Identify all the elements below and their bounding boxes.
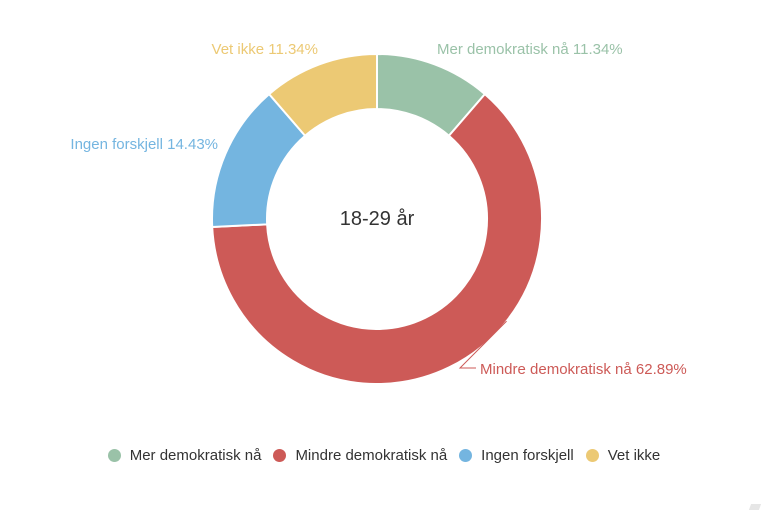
slices-group: [211, 52, 543, 385]
legend-marker: [585, 449, 599, 462]
slice-mindre-demokratisk[interactable]: [211, 92, 543, 385]
legend-label: Vet ikke: [607, 447, 661, 464]
center-label: 18-29 år: [340, 208, 415, 230]
slice-vet-ikke[interactable]: [267, 52, 378, 138]
legend-label: Mer demokratisk nå: [129, 447, 262, 464]
label-vet-ikke: Vet ikke 11.34%: [212, 41, 318, 58]
legend-marker: [273, 449, 287, 462]
leader-line-mindre-demokratisk: [458, 320, 507, 369]
label-ingen-forskjell: Ingen forskjell 14.43%: [70, 136, 218, 153]
legend-marker: [107, 449, 121, 462]
label-mindre-demokratisk: Mindre demokratisk nå 62.89%: [480, 361, 687, 378]
legend-label: Mindre demokratisk nå: [295, 447, 448, 464]
legend-label: Ingen forskjell: [481, 447, 574, 464]
label-mer-demokratisk: Mer demokratisk nå 11.34%: [437, 41, 623, 58]
legend-marker: [459, 449, 473, 462]
legend-item-ingen-forskjell[interactable]: Ingen forskjell: [459, 447, 574, 464]
legend-item-mer-demokratisk[interactable]: Mer demokratisk nå: [107, 447, 262, 464]
legend-item-mindre-demokratisk[interactable]: Mindre demokratisk nå: [273, 447, 447, 464]
legend: Mer demokratisk nå Mindre demokratisk nå…: [0, 447, 768, 464]
legend-item-vet-ikke[interactable]: Vet ikke: [585, 447, 661, 464]
data-labels-group: Mer demokratisk nå 11.34% Mindre demokrat…: [70, 41, 686, 378]
leader-lines-group: [458, 320, 507, 369]
